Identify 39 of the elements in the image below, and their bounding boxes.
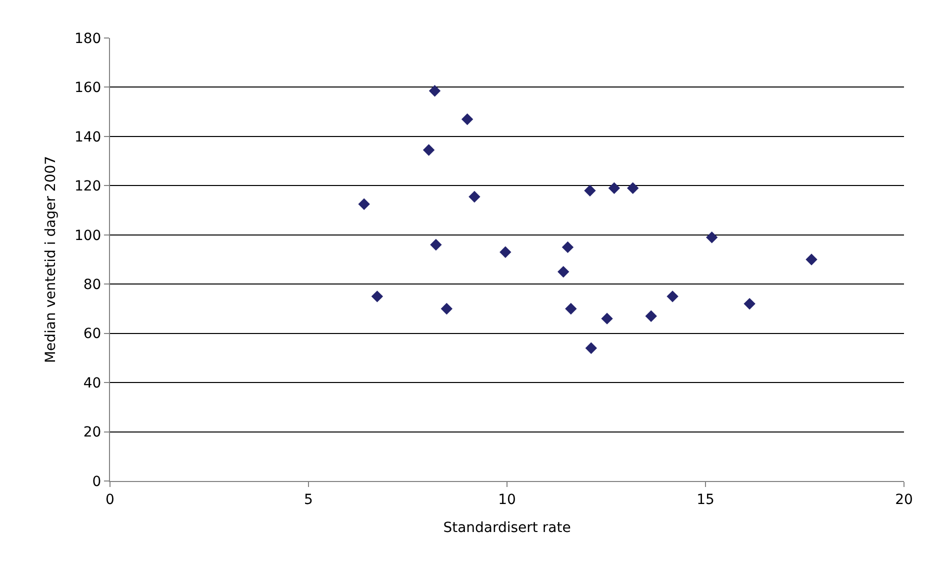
y-tick-label: 40	[83, 375, 102, 392]
point	[358, 198, 370, 210]
point	[500, 246, 512, 258]
point	[666, 290, 678, 302]
y-tick-label: 100	[74, 228, 102, 244]
point	[706, 232, 718, 244]
y-tick-label: 180	[74, 30, 102, 47]
point	[565, 302, 577, 315]
point	[806, 254, 818, 266]
x-axis-title: Standardisert rate	[443, 520, 571, 536]
y-tick-label: 80	[83, 277, 102, 294]
y-tick-label: 120	[74, 178, 102, 195]
point	[585, 342, 598, 354]
point	[601, 312, 613, 324]
y-tick-label: 140	[74, 129, 102, 146]
point	[627, 182, 639, 194]
y-axis-title: Median ventetid i dager 2007	[43, 156, 60, 364]
y-tick-label: 20	[83, 424, 102, 441]
point	[744, 298, 756, 310]
x-tick-label: 0	[106, 492, 114, 508]
point	[422, 144, 435, 156]
x-tick-label: 20	[895, 492, 913, 508]
x-tick-label: 15	[696, 492, 714, 508]
point	[371, 290, 384, 302]
point	[608, 182, 620, 194]
y-tick-label: 0	[92, 474, 102, 490]
point	[461, 113, 474, 126]
point	[440, 302, 453, 315]
y-tick-label: 60	[83, 326, 102, 342]
y-tick-label: 160	[74, 80, 102, 96]
point	[430, 238, 442, 251]
point	[558, 266, 570, 278]
x-tick-label: 5	[304, 492, 313, 508]
point	[584, 184, 596, 196]
point	[468, 190, 480, 203]
x-tick-label: 10	[498, 492, 516, 508]
point	[645, 310, 657, 322]
point	[562, 241, 574, 254]
point	[428, 85, 441, 97]
